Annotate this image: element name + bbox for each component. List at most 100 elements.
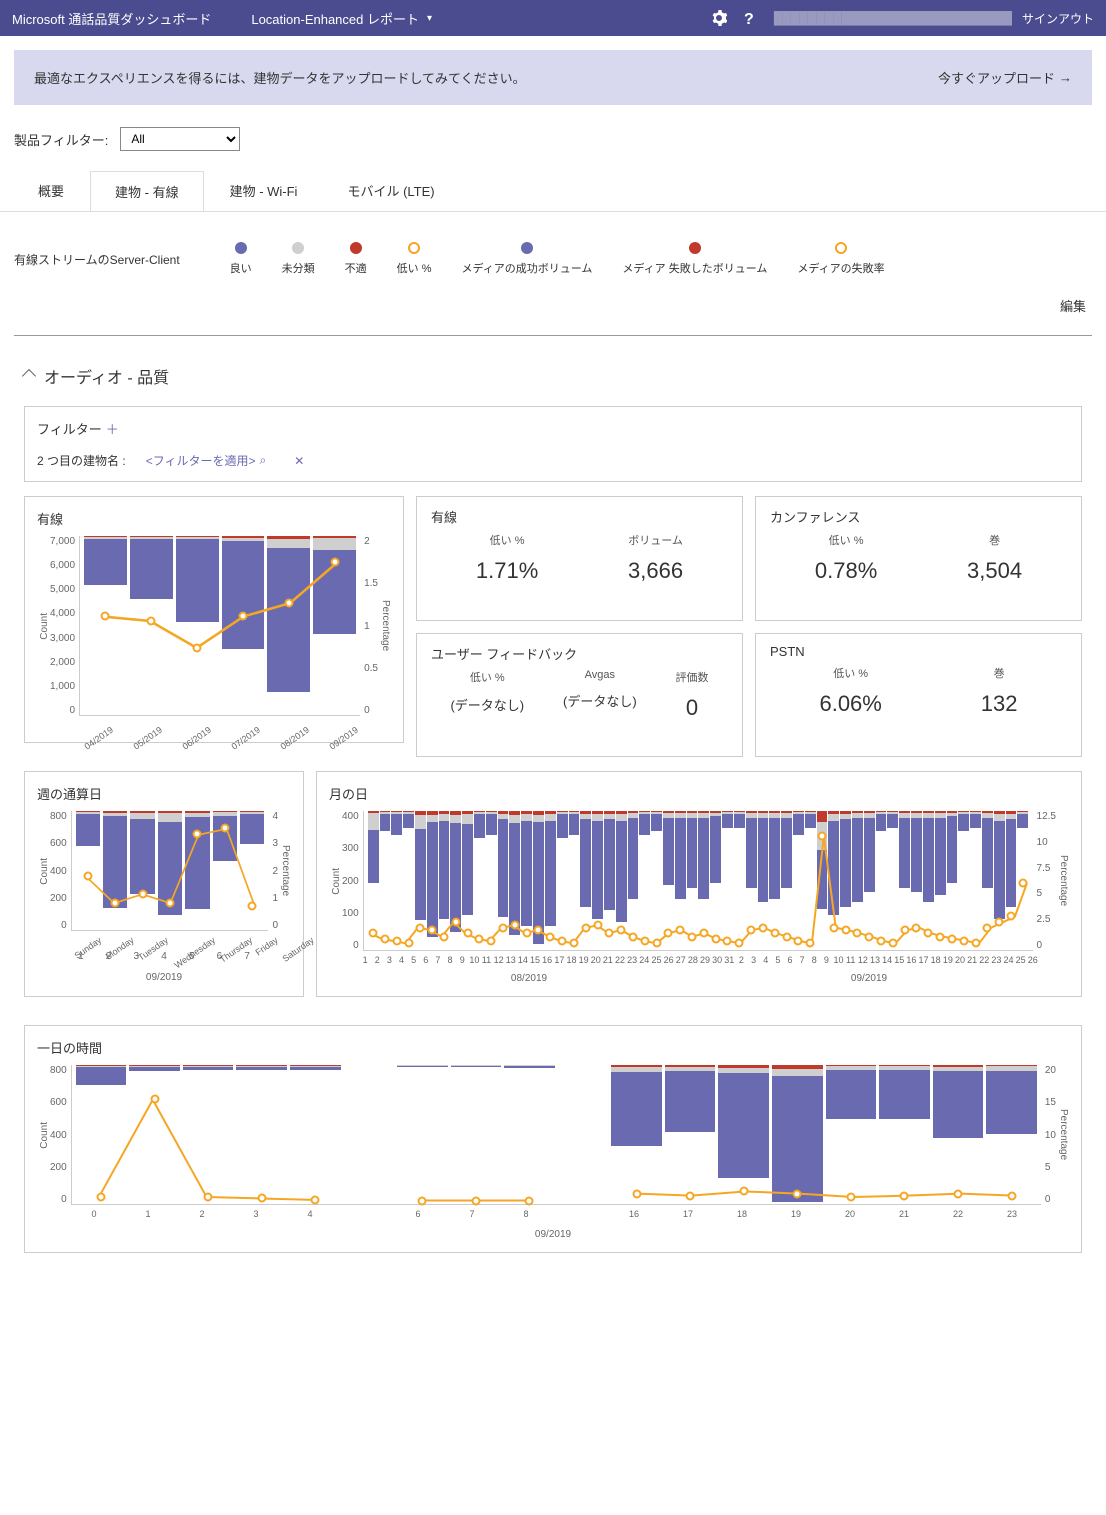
bar-segment xyxy=(793,814,804,835)
line-marker xyxy=(138,890,147,899)
bar-segment xyxy=(290,1067,341,1070)
line-marker xyxy=(829,923,838,932)
bar-segment xyxy=(368,813,379,831)
bar-segment xyxy=(958,814,969,832)
line-marker xyxy=(311,1195,320,1204)
section-header[interactable]: オーディオ - 品質 xyxy=(0,356,1106,406)
bar-segment xyxy=(76,814,100,846)
line-marker xyxy=(699,929,708,938)
tab-3[interactable]: モバイル (LTE) xyxy=(323,171,458,211)
bar-segment xyxy=(805,814,816,828)
app-header: Microsoft 通話品質ダッシュボード Location-Enhanced … xyxy=(0,0,1106,36)
bar-segment xyxy=(879,1070,930,1119)
ring-icon xyxy=(408,242,420,254)
line-marker xyxy=(101,612,110,621)
bar-segment xyxy=(545,814,556,821)
line-marker xyxy=(522,929,531,938)
report-selector[interactable]: Location-Enhanced レポート ▾ xyxy=(251,9,432,28)
bar-segment xyxy=(267,548,310,692)
line-marker xyxy=(111,899,120,908)
tab-1[interactable]: 建物 - 有線 xyxy=(90,171,204,211)
line-marker xyxy=(238,612,247,621)
edit-link[interactable]: 編集 xyxy=(1060,299,1086,314)
bar-segment xyxy=(222,541,265,649)
search-icon[interactable]: ⌕ xyxy=(259,453,266,468)
metric-value: 132 xyxy=(981,691,1018,717)
line-marker xyxy=(525,1196,534,1205)
gear-icon[interactable] xyxy=(710,9,728,27)
line-marker xyxy=(392,937,401,946)
chevron-down-icon: ▾ xyxy=(427,13,432,24)
line-marker xyxy=(558,937,567,946)
chart-bars xyxy=(79,536,360,716)
bar-segment xyxy=(486,814,497,835)
metric-value: 0 xyxy=(676,695,709,721)
dot-icon xyxy=(689,242,701,254)
line-marker xyxy=(676,925,685,934)
bar-segment xyxy=(521,814,532,821)
bar-segment xyxy=(129,1067,180,1071)
bar-segment xyxy=(899,818,910,888)
metric-panel: ユーザー フィードバック低い %(データなし)Avgas(データなし)評価数0 xyxy=(416,633,743,758)
bar-segment xyxy=(580,819,591,907)
line-marker xyxy=(534,925,543,934)
filter-panel: フィルター ＋ 2 つ目の建物名 : <フィルターを適用> ⌕ ✕ xyxy=(24,406,1082,482)
bar-segment xyxy=(183,1067,234,1070)
line-marker xyxy=(959,937,968,946)
line-marker xyxy=(936,932,945,941)
line-marker xyxy=(428,925,437,934)
line-marker xyxy=(817,831,826,840)
bar-segment xyxy=(852,818,863,902)
bar-segment xyxy=(840,819,851,907)
bar-segment xyxy=(415,815,426,829)
legend: 有線ストリームのServer-Client 良い未分類不適低い %メディアの成功… xyxy=(0,212,1106,290)
tab-0[interactable]: 概要 xyxy=(14,171,88,211)
bar-segment xyxy=(368,830,379,883)
line-marker xyxy=(806,939,815,948)
close-icon[interactable]: ✕ xyxy=(286,454,312,468)
line-marker xyxy=(747,925,756,934)
line-marker xyxy=(569,939,578,948)
line-marker xyxy=(794,937,803,946)
line-marker xyxy=(770,929,779,938)
help-icon[interactable]: ? xyxy=(740,9,758,27)
line-marker xyxy=(1007,1191,1016,1200)
line-marker xyxy=(995,918,1004,927)
bar-segment xyxy=(592,821,603,919)
bar-segment xyxy=(1006,819,1017,907)
line-marker xyxy=(686,1191,695,1200)
product-filter-select[interactable]: All xyxy=(120,127,240,151)
arrow-right-icon: → xyxy=(1059,70,1072,85)
month-chart-panel: 月の日Count400300200100012.5107.552.50Perce… xyxy=(316,771,1082,997)
line-marker xyxy=(593,921,602,930)
line-marker xyxy=(953,1189,962,1198)
line-marker xyxy=(83,872,92,881)
bar-segment xyxy=(769,818,780,899)
metric-panel: カンファレンス低い %0.78%巻3,504 xyxy=(755,496,1082,621)
bar-segment xyxy=(911,818,922,892)
dot-icon xyxy=(292,242,304,254)
bar-segment xyxy=(611,1072,662,1146)
line-marker xyxy=(640,937,649,946)
legend-item: メディアの成功ボリューム xyxy=(462,242,593,276)
line-marker xyxy=(257,1194,266,1203)
line-marker xyxy=(418,1196,427,1205)
bar-segment xyxy=(817,811,828,822)
product-filter-row: 製品フィルター: All xyxy=(0,119,1106,159)
bar-segment xyxy=(1017,814,1028,828)
bar-segment xyxy=(521,821,532,926)
line-marker xyxy=(463,929,472,938)
line-marker xyxy=(664,929,673,938)
plus-icon[interactable]: ＋ xyxy=(106,419,119,438)
line-marker xyxy=(416,923,425,932)
line-marker xyxy=(758,923,767,932)
apply-filter-link[interactable]: <フィルターを適用> xyxy=(146,452,256,469)
bar-segment xyxy=(935,818,946,895)
upload-now-link[interactable]: 今すぐアップロード → xyxy=(938,68,1072,87)
signout-link[interactable]: サインアウト xyxy=(1022,10,1094,27)
chart-bars xyxy=(71,1065,1041,1205)
bar-segment xyxy=(718,1073,769,1178)
tab-2[interactable]: 建物 - Wi-Fi xyxy=(206,171,322,211)
bar-segment xyxy=(84,539,127,585)
bar-segment xyxy=(504,1066,555,1068)
